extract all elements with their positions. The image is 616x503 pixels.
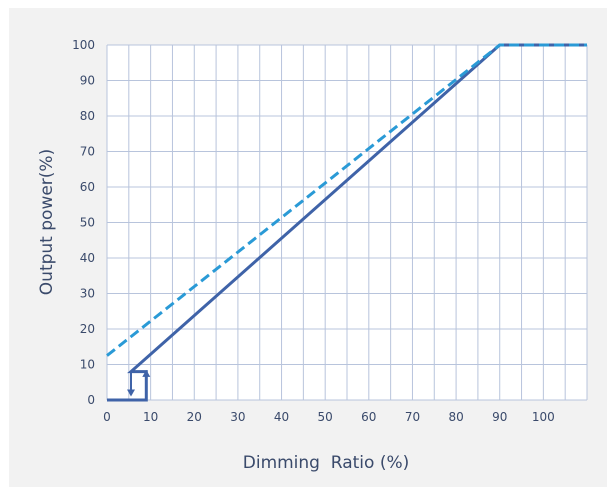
x-tick-label: 50: [318, 410, 333, 424]
x-tick-label: 10: [143, 410, 158, 424]
y-tick-label: 90: [80, 74, 95, 88]
series-line-dashed: [106, 43, 587, 357]
tick-layer: 0 10 20 30 40 50 60 70 80 90 100 0 10 20 30 40 50 60 70 80 9…: [72, 38, 555, 424]
x-tick-label: 80: [448, 410, 463, 424]
y-tick-label: 100: [72, 38, 95, 52]
arrow-up-head: [142, 369, 151, 377]
annotation-layer: [127, 369, 151, 400]
x-tick-label: 20: [187, 410, 202, 424]
x-tick-label: 70: [405, 410, 420, 424]
y-tick-label: 20: [80, 322, 95, 336]
x-tick-label: 100: [532, 410, 555, 424]
x-tick-label: 30: [230, 410, 245, 424]
grid-layer: [106, 44, 588, 401]
x-tick-label: 40: [274, 410, 289, 424]
series-layer: [106, 43, 587, 402]
x-tick-label: 0: [103, 410, 111, 424]
y-tick-label: 60: [80, 180, 95, 194]
y-tick-label: 50: [80, 216, 95, 230]
y-axis-title: Output power(%): [37, 149, 57, 295]
x-axis-title: Dimming Ratio (%): [243, 453, 410, 473]
arrow-down-head: [127, 389, 135, 397]
y-tick-label: 30: [80, 287, 95, 301]
y-tick-label: 40: [80, 251, 95, 265]
x-tick-label: 90: [492, 410, 507, 424]
y-tick-label: 0: [87, 393, 95, 407]
y-tick-label: 80: [80, 109, 95, 123]
y-tick-label: 70: [80, 145, 95, 159]
x-tick-label: 60: [361, 410, 376, 424]
y-tick-label: 10: [80, 358, 95, 372]
